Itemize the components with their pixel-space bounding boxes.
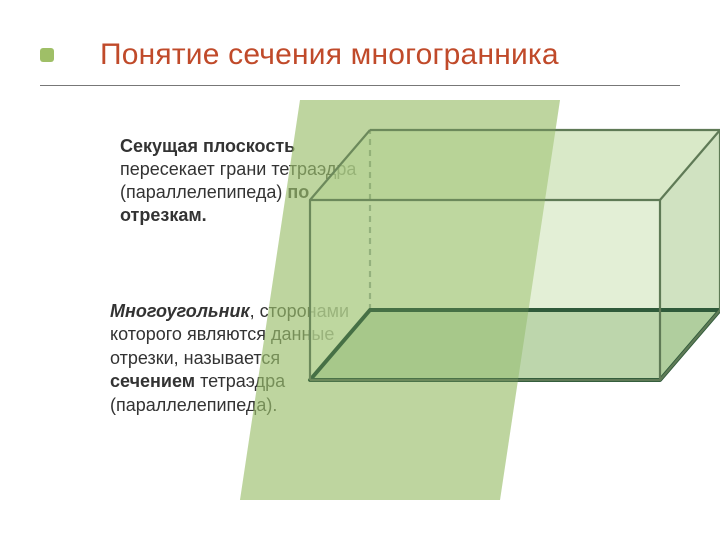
cutting-plane-front [240,100,560,500]
slide: Понятие сечения многогранника Секущая пл… [0,0,720,540]
section-diagram [0,0,720,540]
